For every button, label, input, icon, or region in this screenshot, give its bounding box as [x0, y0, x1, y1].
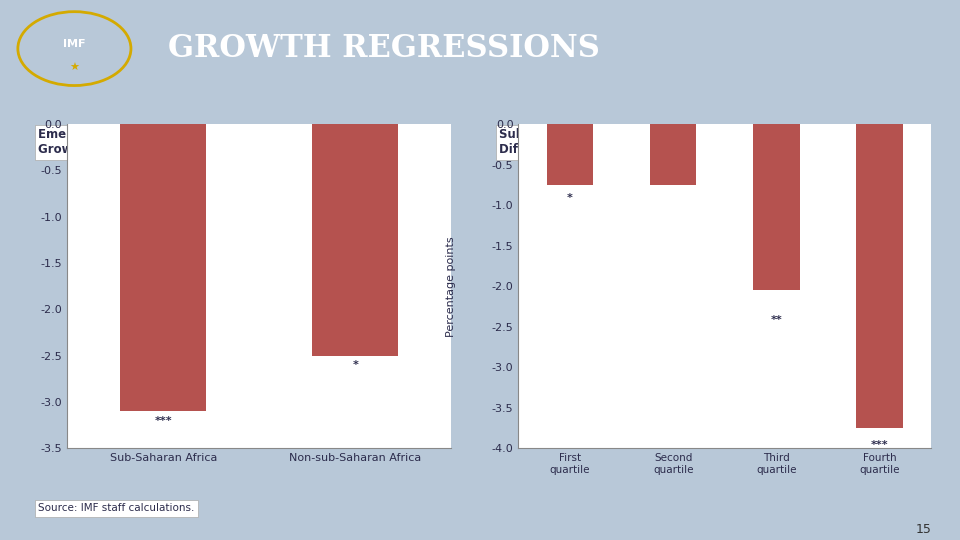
Bar: [672, 0, 696, 97]
Bar: [754, 124, 800, 290]
Text: Source: IMF staff calculations.: Source: IMF staff calculations.: [38, 503, 195, 514]
Bar: [643, 0, 667, 97]
Text: **: **: [771, 314, 782, 325]
Bar: [650, 124, 696, 185]
Bar: [557, 0, 581, 97]
Text: ***: ***: [155, 416, 172, 426]
Bar: [856, 124, 902, 428]
Bar: [326, 0, 350, 97]
Bar: [499, 0, 523, 97]
Bar: [816, 0, 840, 97]
Bar: [787, 0, 811, 97]
Bar: [154, 0, 178, 97]
Text: ★: ★: [69, 63, 80, 73]
Bar: [931, 0, 955, 97]
Bar: [614, 0, 638, 97]
Bar: [730, 0, 754, 97]
Text: *: *: [352, 360, 358, 370]
Bar: [413, 0, 437, 97]
Text: GROWTH REGRESSIONS: GROWTH REGRESSIONS: [168, 33, 600, 64]
Bar: [182, 0, 206, 97]
Bar: [874, 0, 898, 97]
Bar: [384, 0, 408, 97]
Bar: [120, 124, 206, 411]
Bar: [125, 0, 149, 97]
Bar: [586, 0, 610, 97]
Bar: [547, 124, 593, 185]
Text: *: *: [567, 193, 573, 203]
Text: Emerging and Developing Countries: Impact on
Growth of Increase in Conflict Inte: Emerging and Developing Countries: Impac…: [38, 128, 352, 156]
Bar: [269, 0, 293, 97]
Bar: [528, 0, 552, 97]
Bar: [845, 0, 869, 97]
Y-axis label: Percentage points: Percentage points: [446, 236, 457, 336]
Bar: [442, 0, 466, 97]
Text: 15: 15: [915, 523, 931, 536]
Bar: [312, 124, 398, 356]
Bar: [470, 0, 494, 97]
Text: Sub-Saharan Africa: Effect on Growth of
Different Conflict Intensity Levels: Sub-Saharan Africa: Effect on Growth of …: [499, 128, 766, 156]
Text: ***: ***: [871, 440, 888, 450]
Bar: [240, 0, 264, 97]
Bar: [902, 0, 926, 97]
Bar: [298, 0, 322, 97]
Bar: [758, 0, 782, 97]
Bar: [701, 0, 725, 97]
Bar: [211, 0, 235, 97]
Bar: [355, 0, 379, 97]
Text: IMF: IMF: [63, 39, 85, 49]
